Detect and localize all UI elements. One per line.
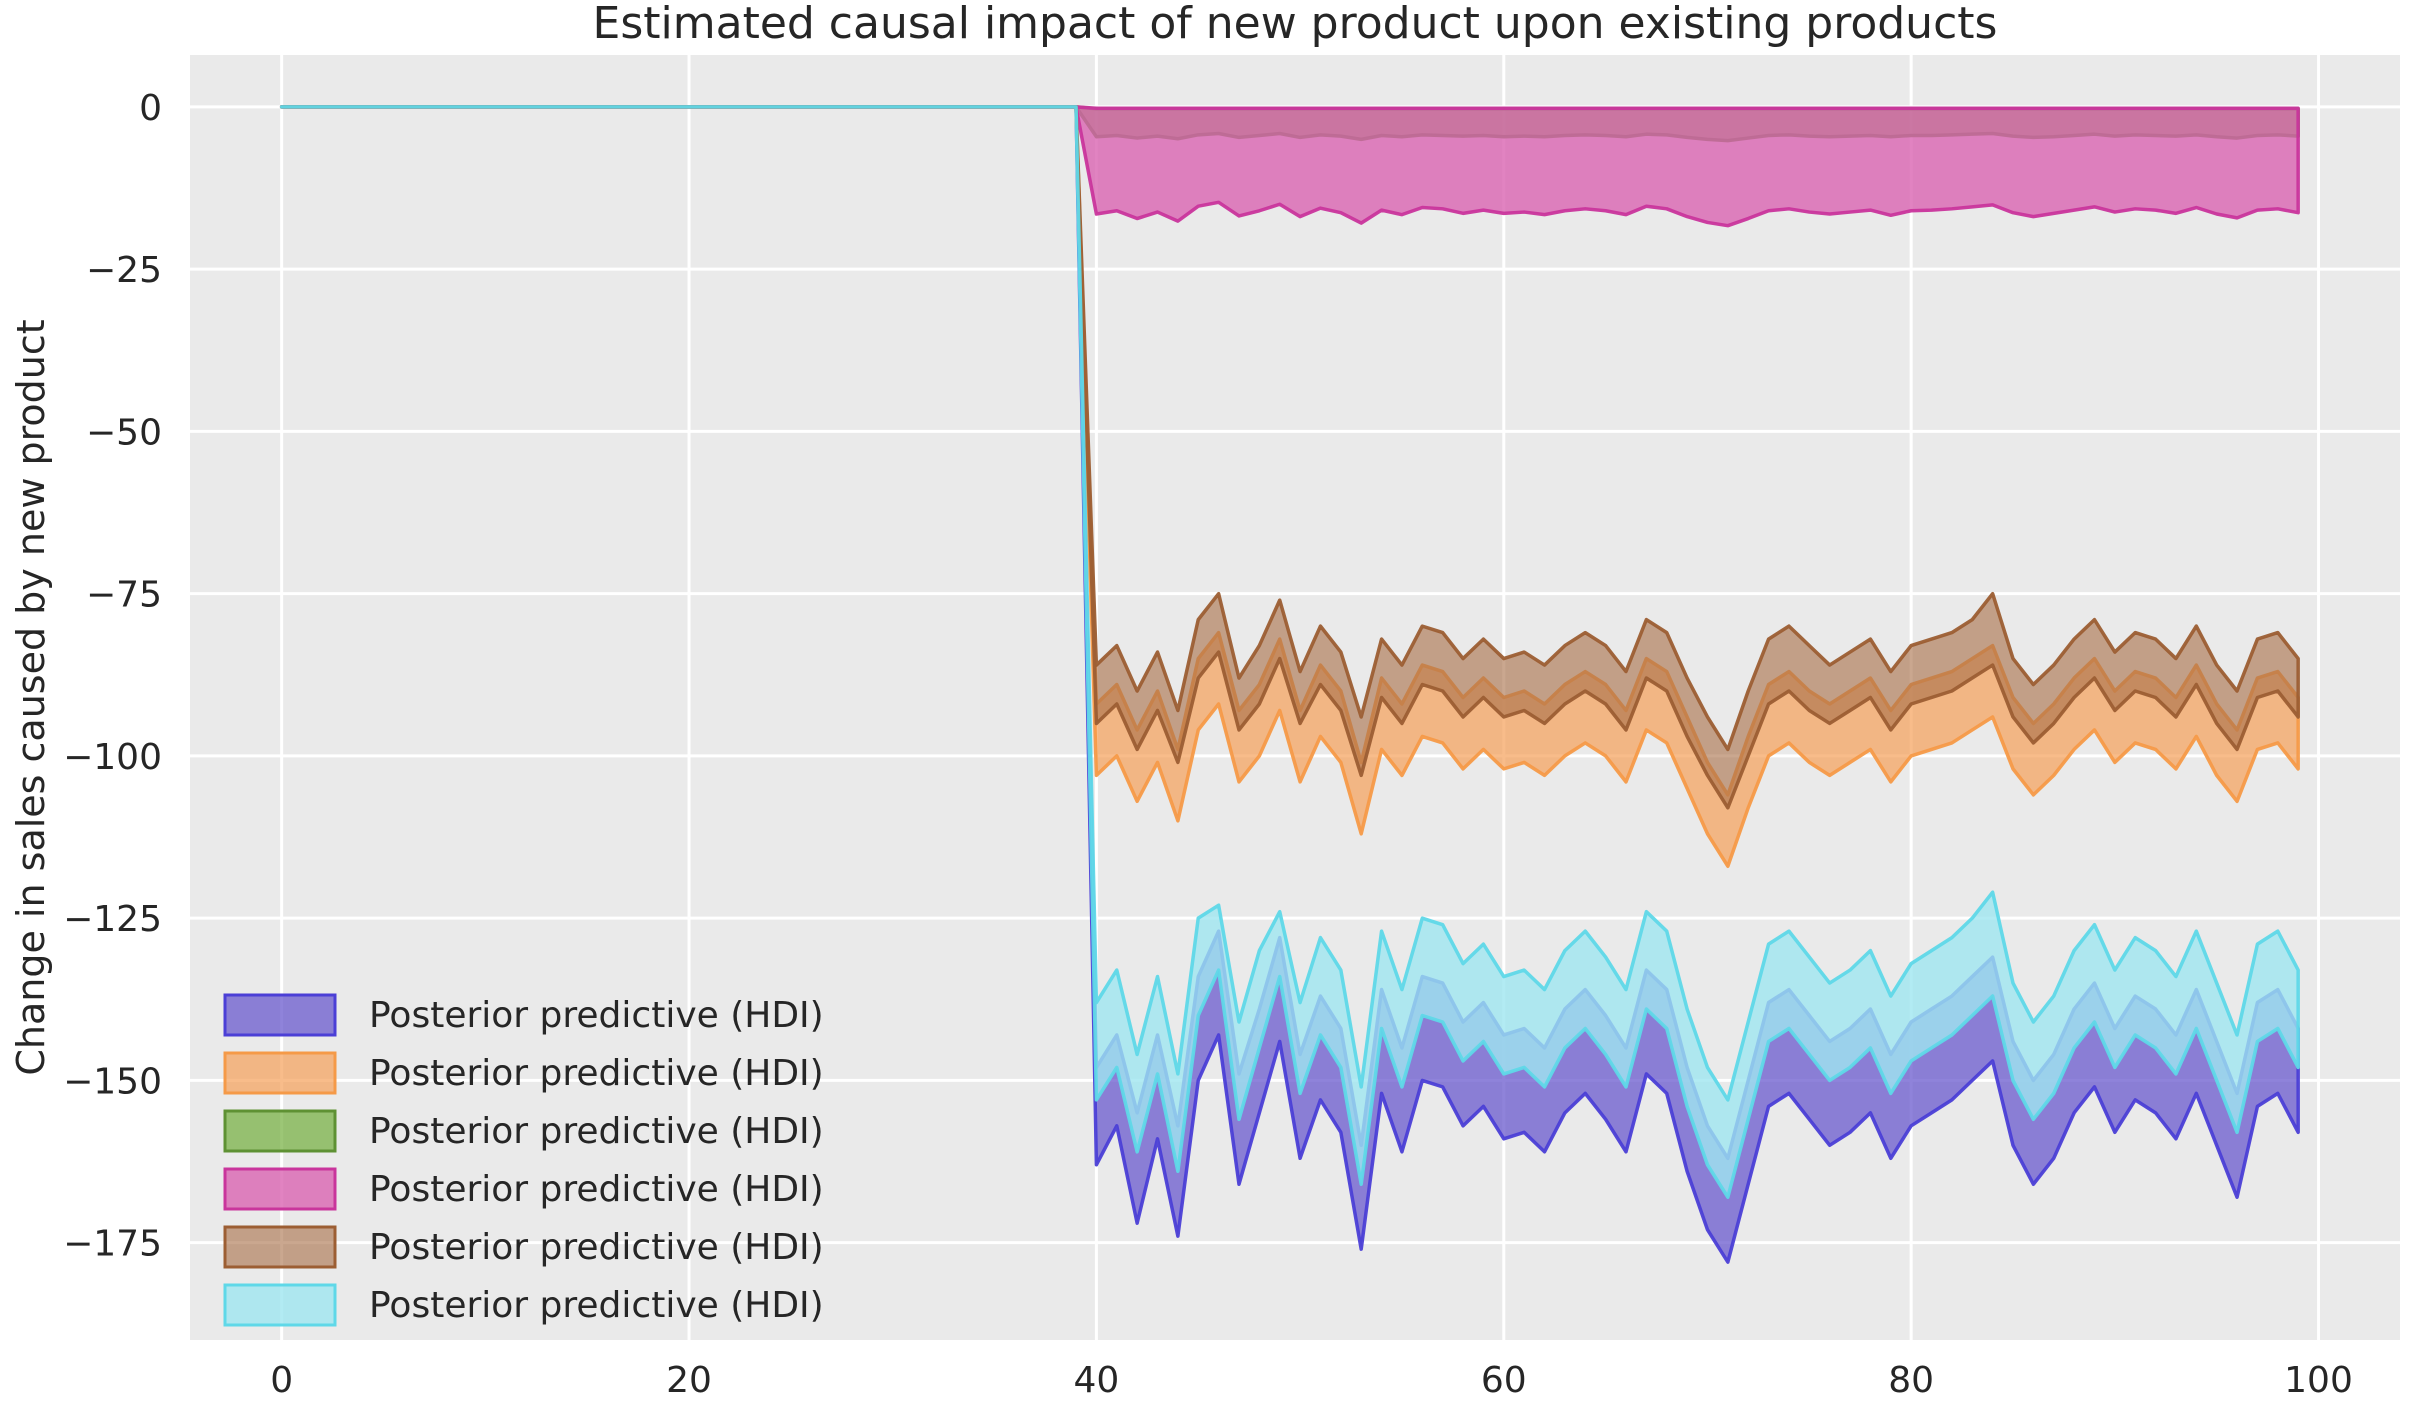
legend-swatch-1: [223, 1051, 337, 1095]
legend-item-4[interactable]: Posterior predictive (HDI): [223, 1225, 824, 1269]
x-tick-label: 100: [2284, 1360, 2353, 1401]
legend-item-2[interactable]: Posterior predictive (HDI): [223, 1109, 824, 1153]
y-tick-label: −100: [63, 737, 162, 778]
legend-label-1: Posterior predictive (HDI): [369, 1053, 824, 1094]
y-tick-label: −175: [63, 1224, 162, 1265]
x-tick-label: 80: [1888, 1360, 1934, 1401]
y-tick-label: −150: [63, 1061, 162, 1102]
legend-label-5: Posterior predictive (HDI): [369, 1285, 824, 1326]
x-tick-label: 40: [1073, 1360, 1119, 1401]
y-axis-title: Change in sales caused by new product: [9, 319, 53, 1075]
legend-swatch-5: [223, 1283, 337, 1327]
legend-swatch-3: [223, 1167, 337, 1211]
x-tick-label: 60: [1481, 1360, 1527, 1401]
legend-swatch-4: [223, 1225, 337, 1269]
hdi-band-5: [279, 105, 2300, 1199]
y-tick-label: −125: [63, 899, 162, 940]
legend-label-3: Posterior predictive (HDI): [369, 1169, 824, 1210]
legend[interactable]: Posterior predictive (HDI) Posterior pred…: [223, 993, 824, 1327]
legend-label-2: Posterior predictive (HDI): [369, 1111, 824, 1152]
chart-title: Estimated causal impact of new product u…: [593, 0, 1998, 49]
y-tick-label: −25: [86, 250, 162, 291]
legend-label-0: Posterior predictive (HDI): [369, 995, 824, 1036]
legend-swatch-2: [223, 1109, 337, 1153]
legend-item-5[interactable]: Posterior predictive (HDI): [223, 1283, 824, 1327]
x-tick-label: 0: [270, 1360, 293, 1401]
y-tick-label: −75: [86, 575, 162, 616]
legend-swatch-0: [223, 993, 337, 1037]
legend-item-3[interactable]: Posterior predictive (HDI): [223, 1167, 824, 1211]
legend-item-0[interactable]: Posterior predictive (HDI): [223, 993, 824, 1037]
hdi-band-fill-5: [279, 105, 2300, 1199]
legend-item-1[interactable]: Posterior predictive (HDI): [223, 1051, 824, 1095]
y-tick-label: 0: [139, 88, 162, 129]
axis-tick-labels: 0 −25 −50 −75 −100 −125 −150 −175 0 20 40 60 80 100: [63, 88, 2353, 1401]
legend-label-4: Posterior predictive (HDI): [369, 1227, 824, 1268]
hdi-bands: [279, 105, 2300, 1264]
x-tick-label: 20: [666, 1360, 712, 1401]
y-tick-label: −50: [86, 412, 162, 453]
